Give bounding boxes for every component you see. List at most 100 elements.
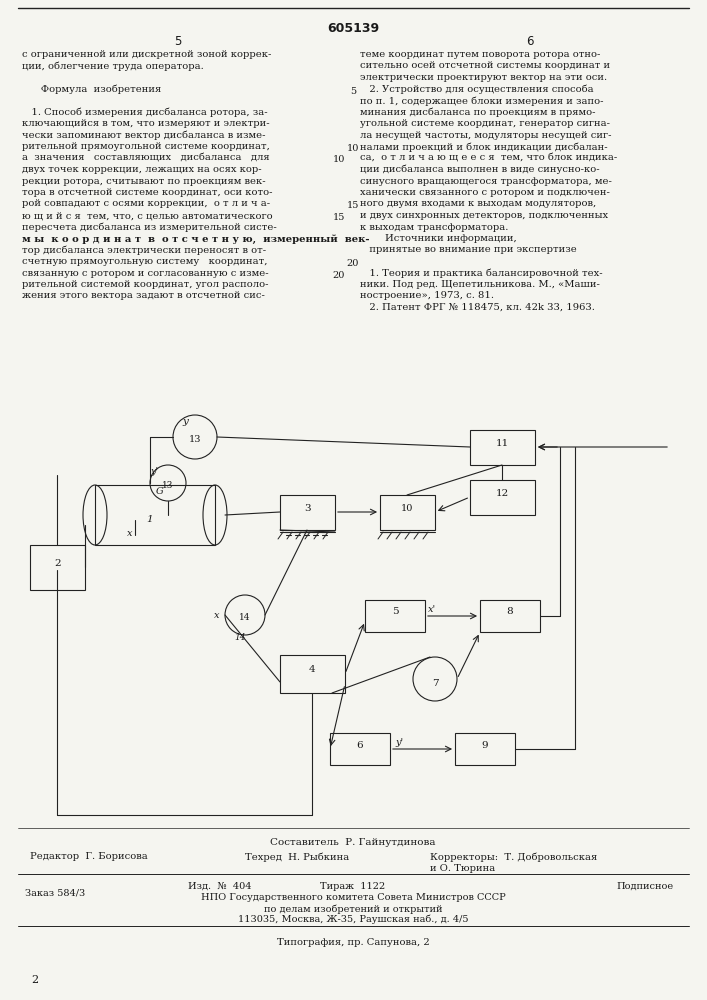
Text: ции дисбаланса выполнен в виде синусно-ко-: ции дисбаланса выполнен в виде синусно-к… bbox=[360, 165, 600, 174]
Text: связанную с ротором и согласованную с изме-: связанную с ротором и согласованную с из… bbox=[22, 268, 269, 277]
Text: Формула  изобретения: Формула изобретения bbox=[22, 85, 161, 94]
Text: Корректоры:  Т. Добровольская: Корректоры: Т. Добровольская bbox=[430, 852, 597, 861]
Text: 6: 6 bbox=[357, 740, 363, 750]
Text: 2. Патент ФРГ № 118475, кл. 42k 33, 1963.: 2. Патент ФРГ № 118475, кл. 42k 33, 1963… bbox=[360, 303, 595, 312]
Text: м ы  к о о р д и н а т  в  о т с ч е т н у ю,  измеренный  век-: м ы к о о р д и н а т в о т с ч е т н у … bbox=[22, 234, 370, 244]
Text: 5: 5 bbox=[350, 87, 356, 96]
Text: 10: 10 bbox=[347, 144, 359, 153]
Text: 12: 12 bbox=[496, 489, 509, 498]
Text: а  значения   составляющих   дисбаланса   для: а значения составляющих дисбаланса для bbox=[22, 153, 269, 162]
Text: x: x bbox=[127, 529, 132, 538]
Text: ники. Под ред. Щепетильникова. М., «Маши-: ники. Под ред. Щепетильникова. М., «Маши… bbox=[360, 280, 600, 289]
Text: Источники информации,: Источники информации, bbox=[360, 234, 517, 243]
Text: 8: 8 bbox=[507, 607, 513, 616]
Text: y': y' bbox=[150, 467, 158, 476]
Text: рекции ротора, считывают по проекциям век-: рекции ротора, считывают по проекциям ве… bbox=[22, 176, 266, 186]
Text: 1. Теория и практика балансировочной тех-: 1. Теория и практика балансировочной тех… bbox=[360, 268, 602, 278]
Text: рительной системой координат, угол располо-: рительной системой координат, угол распо… bbox=[22, 280, 269, 289]
Text: ции, облегчение труда оператора.: ции, облегчение труда оператора. bbox=[22, 62, 204, 71]
Text: 605139: 605139 bbox=[327, 22, 379, 35]
Text: 2. Устройство для осуществления способа: 2. Устройство для осуществления способа bbox=[360, 85, 594, 94]
Bar bbox=[95, 485, 215, 545]
Text: 5: 5 bbox=[392, 607, 398, 616]
Text: НПО Государственного комитета Совета Министров СССР: НПО Государственного комитета Совета Мин… bbox=[201, 893, 506, 902]
Text: электрически проектируют вектор на эти оси.: электрически проектируют вектор на эти о… bbox=[360, 73, 607, 82]
Text: Техред  Н. Рыбкина: Техред Н. Рыбкина bbox=[245, 852, 349, 861]
Text: 10: 10 bbox=[332, 155, 345, 164]
Text: 15: 15 bbox=[332, 213, 345, 222]
Bar bbox=[280, 495, 335, 530]
Text: двух точек коррекции, лежащих на осях кор-: двух точек коррекции, лежащих на осях ко… bbox=[22, 165, 262, 174]
Text: 7: 7 bbox=[432, 678, 438, 688]
Text: налами проекций и блок индикации дисбалан-: налами проекций и блок индикации дисбала… bbox=[360, 142, 607, 151]
Text: 5: 5 bbox=[175, 35, 182, 48]
Text: Редактор  Г. Борисова: Редактор Г. Борисова bbox=[30, 852, 148, 861]
Text: ключающийся в том, что измеряют и электри-: ключающийся в том, что измеряют и электр… bbox=[22, 119, 269, 128]
Text: Подписное: Подписное bbox=[617, 882, 674, 891]
Bar bbox=[455, 733, 515, 765]
Text: Заказ 584/3: Заказ 584/3 bbox=[25, 888, 86, 897]
Text: сительно осей отсчетной системы координат и: сительно осей отсчетной системы координа… bbox=[360, 62, 610, 70]
Text: рой совпадают с осями коррекции,  о т л и ч а-: рой совпадают с осями коррекции, о т л и… bbox=[22, 200, 270, 209]
Text: принятые во внимание при экспертизе: принятые во внимание при экспертизе bbox=[360, 245, 577, 254]
Text: жения этого вектора задают в отсчетной сис-: жения этого вектора задают в отсчетной с… bbox=[22, 292, 265, 300]
Text: 14: 14 bbox=[234, 633, 246, 642]
Text: 1: 1 bbox=[146, 514, 153, 524]
Text: по п. 1, содержащее блоки измерения и запо-: по п. 1, содержащее блоки измерения и за… bbox=[360, 96, 604, 105]
Text: чески запоминают вектор дисбаланса в изме-: чески запоминают вектор дисбаланса в изм… bbox=[22, 130, 266, 140]
Text: 6: 6 bbox=[526, 35, 534, 48]
Text: G: G bbox=[156, 487, 164, 496]
Bar bbox=[330, 733, 390, 765]
Text: x': x' bbox=[428, 605, 436, 614]
Text: x: x bbox=[214, 611, 220, 620]
Text: Составитель  Р. Гайнутдинова: Составитель Р. Гайнутдинова bbox=[270, 838, 436, 847]
Text: 2: 2 bbox=[31, 975, 39, 985]
Text: 15: 15 bbox=[347, 202, 359, 211]
Text: ного двумя входами к выходам модуляторов,: ного двумя входами к выходам модуляторов… bbox=[360, 200, 596, 209]
Text: 20: 20 bbox=[347, 259, 359, 268]
Text: синусного вращающегося трансформатора, ме-: синусного вращающегося трансформатора, м… bbox=[360, 176, 612, 186]
Text: 4: 4 bbox=[309, 666, 316, 674]
Text: минания дисбаланса по проекциям в прямо-: минания дисбаланса по проекциям в прямо- bbox=[360, 107, 595, 117]
Text: 9: 9 bbox=[481, 740, 489, 750]
Text: 10: 10 bbox=[402, 504, 414, 513]
Bar bbox=[380, 495, 435, 530]
Text: тор дисбаланса электрически переносят в от-: тор дисбаланса электрически переносят в … bbox=[22, 245, 266, 255]
Bar bbox=[470, 430, 535, 465]
Text: по делам изобретений и открытий: по делам изобретений и открытий bbox=[264, 904, 443, 914]
Text: Изд.  №  404: Изд. № 404 bbox=[188, 882, 252, 891]
Text: счетную прямоугольную систему   координат,: счетную прямоугольную систему координат, bbox=[22, 257, 267, 266]
Text: и двух синхронных детекторов, подключенных: и двух синхронных детекторов, подключенн… bbox=[360, 211, 608, 220]
Text: ностроение», 1973, с. 81.: ностроение», 1973, с. 81. bbox=[360, 292, 494, 300]
Bar bbox=[30, 545, 85, 590]
Text: рительной прямоугольной системе координат,: рительной прямоугольной системе координа… bbox=[22, 142, 270, 151]
Text: тора в отсчетной системе координат, оси кото-: тора в отсчетной системе координат, оси … bbox=[22, 188, 272, 197]
Text: теме координат путем поворота ротора отно-: теме координат путем поворота ротора отн… bbox=[360, 50, 600, 59]
Text: Тираж  1122: Тираж 1122 bbox=[320, 882, 385, 891]
Text: 13: 13 bbox=[163, 482, 174, 490]
Text: са,  о т л и ч а ю щ е е с я  тем, что блок индика-: са, о т л и ч а ю щ е е с я тем, что бло… bbox=[360, 153, 617, 162]
Bar bbox=[365, 600, 425, 632]
Text: ю щ и й с я  тем, что, с целью автоматического: ю щ и й с я тем, что, с целью автоматиче… bbox=[22, 211, 273, 220]
Text: 14: 14 bbox=[239, 613, 251, 622]
Text: Типография, пр. Сапунова, 2: Типография, пр. Сапунова, 2 bbox=[276, 938, 429, 947]
Bar bbox=[480, 600, 540, 632]
Text: угольной системе координат, генератор сигна-: угольной системе координат, генератор си… bbox=[360, 119, 610, 128]
Text: y: y bbox=[182, 417, 188, 426]
Text: к выходам трансформатора.: к выходам трансформатора. bbox=[360, 223, 508, 232]
Text: 1. Способ измерения дисбаланса ротора, за-: 1. Способ измерения дисбаланса ротора, з… bbox=[22, 107, 268, 117]
Text: y': y' bbox=[395, 738, 403, 747]
Bar bbox=[470, 480, 535, 515]
Text: 113035, Москва, Ж-35, Раушская наб., д. 4/5: 113035, Москва, Ж-35, Раушская наб., д. … bbox=[238, 915, 468, 924]
Text: ханически связанного с ротором и подключен-: ханически связанного с ротором и подключ… bbox=[360, 188, 610, 197]
Text: ла несущей частоты, модуляторы несущей сиг-: ла несущей частоты, модуляторы несущей с… bbox=[360, 130, 612, 139]
Text: с ограниченной или дискретной зоной коррек-: с ограниченной или дискретной зоной корр… bbox=[22, 50, 271, 59]
Text: 2: 2 bbox=[54, 559, 61, 568]
Text: пересчета дисбаланса из измерительной систе-: пересчета дисбаланса из измерительной си… bbox=[22, 223, 276, 232]
Text: 11: 11 bbox=[496, 439, 509, 448]
Text: 3: 3 bbox=[304, 504, 311, 513]
Bar bbox=[280, 655, 345, 693]
Text: 13: 13 bbox=[189, 436, 201, 444]
Text: 20: 20 bbox=[332, 270, 345, 279]
Text: и О. Тюрина: и О. Тюрина bbox=[430, 864, 495, 873]
